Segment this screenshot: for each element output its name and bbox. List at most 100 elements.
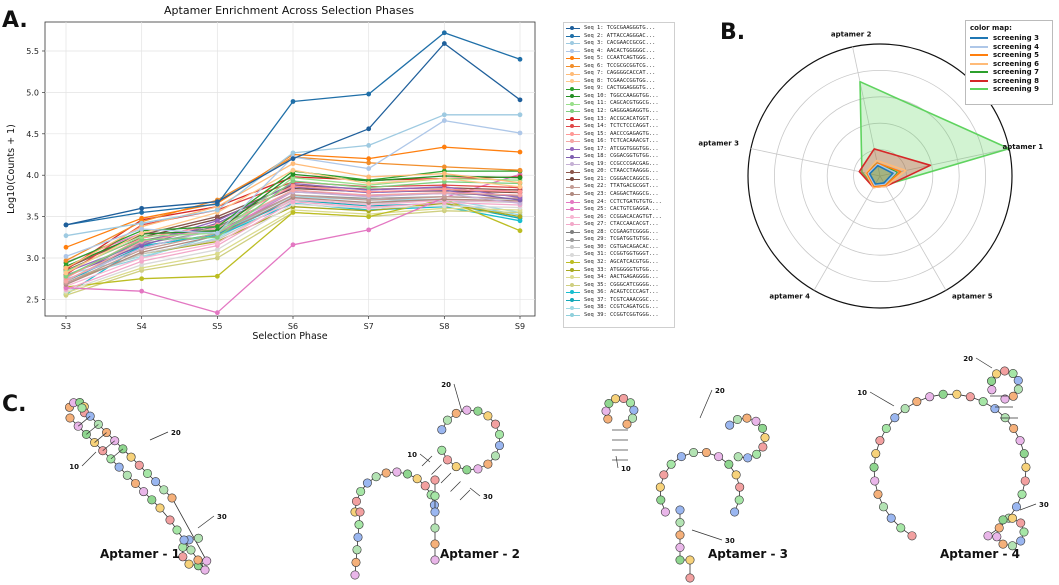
nucleotide bbox=[907, 531, 917, 541]
aptamer-1-stem bbox=[77, 415, 124, 460]
screening-legend-label: screening 6 bbox=[993, 59, 1039, 68]
series-3 bbox=[63, 112, 523, 239]
nucleotide bbox=[442, 415, 452, 425]
data-point bbox=[517, 167, 523, 173]
data-point bbox=[214, 214, 220, 220]
data-point bbox=[441, 203, 447, 209]
screening-legend-swatch bbox=[970, 37, 988, 40]
x-tick-label: S4 bbox=[137, 322, 147, 331]
legend-label: Seq 11: CAGCACGTGGCG... bbox=[584, 100, 659, 107]
legend-swatch bbox=[566, 94, 580, 99]
data-point bbox=[517, 175, 523, 181]
series-1 bbox=[63, 41, 523, 228]
legend-entry: Seq 39: CCGGTCGGTGGG... bbox=[566, 312, 672, 320]
aptamer-2-tick-20: 20 bbox=[441, 381, 451, 389]
nucleotide bbox=[402, 469, 412, 479]
nucleotide bbox=[490, 451, 500, 461]
nucleotide bbox=[622, 419, 632, 429]
nucleotide bbox=[134, 460, 144, 470]
legend-label: Seq 23: CAGGACTAGGCG... bbox=[584, 191, 659, 198]
data-point bbox=[214, 234, 220, 240]
legend-entry: Seq 6: TCCGCGCGGTCG... bbox=[566, 63, 672, 71]
aptamer-2-stem bbox=[421, 455, 471, 501]
nucleotide bbox=[655, 482, 665, 492]
legend-entry: Seq 2: ATTACCAGGGAC... bbox=[566, 33, 672, 41]
aptamer-2-tick-10: 10 bbox=[407, 451, 417, 459]
data-point bbox=[63, 244, 69, 250]
legend-swatch bbox=[566, 86, 580, 91]
legend-marker bbox=[570, 290, 574, 295]
nucleotide bbox=[990, 404, 1000, 414]
aptamer-2-tick-30: 30 bbox=[483, 493, 493, 501]
nucleotide bbox=[1008, 369, 1018, 379]
data-point bbox=[441, 176, 447, 181]
screening-legend-entry: screening 6 bbox=[970, 60, 1048, 69]
legend-entry: Seq 26: CCGGACACAGTGT... bbox=[566, 214, 672, 222]
legend-entry: Seq 18: CGGACGGTGTGG... bbox=[566, 153, 672, 161]
legend-marker bbox=[570, 64, 574, 68]
legend-entry: Seq 24: CCTCTGATGTGTG... bbox=[566, 199, 672, 207]
data-point bbox=[441, 41, 447, 46]
nucleotide bbox=[473, 406, 483, 416]
legend-entry: Seq 23: CAGGACTAGGCG... bbox=[566, 191, 672, 199]
nucleotide bbox=[184, 559, 194, 569]
nucleotide bbox=[1013, 384, 1023, 394]
legend-entry: Seq 36: ACAGTCCCCAGT... bbox=[566, 289, 672, 297]
nucleotide bbox=[603, 414, 613, 424]
nucleotide bbox=[355, 507, 365, 517]
nucleotide bbox=[352, 545, 362, 555]
legend-marker bbox=[570, 94, 574, 99]
data-point bbox=[366, 214, 372, 220]
aptamer-1-strand-a bbox=[64, 397, 212, 571]
legend-swatch bbox=[566, 237, 580, 242]
legend-marker bbox=[570, 177, 574, 182]
nucleotide bbox=[77, 403, 87, 413]
aptamer-1-tick-20-leader bbox=[149, 431, 169, 441]
legend-entry: Seq 4: AACACTGGGGGC... bbox=[566, 48, 672, 56]
nucleotide bbox=[65, 413, 75, 423]
nucleotide bbox=[430, 475, 440, 485]
legend-swatch bbox=[566, 313, 580, 318]
radar-ring bbox=[774, 70, 987, 282]
nucleotide bbox=[675, 542, 685, 552]
nucleotide bbox=[871, 449, 881, 459]
data-point bbox=[366, 174, 372, 180]
nucleotide bbox=[159, 485, 169, 495]
legend-marker bbox=[570, 297, 574, 302]
aptamer-4-label: Aptamer - 4 bbox=[940, 547, 1020, 561]
data-point bbox=[290, 150, 296, 156]
legend-marker bbox=[570, 131, 574, 136]
legend-marker bbox=[570, 267, 574, 272]
y-axis-label: Log10(Counts + 1) bbox=[6, 124, 17, 214]
nucleotide bbox=[743, 453, 753, 463]
legend-swatch bbox=[566, 101, 580, 106]
nucleotide bbox=[660, 507, 670, 517]
series-8 bbox=[63, 167, 523, 276]
nucleotide bbox=[114, 462, 124, 472]
data-point bbox=[441, 190, 447, 196]
radar-series-8 bbox=[858, 148, 932, 189]
data-point bbox=[139, 265, 145, 271]
aptamer-4-tick-30: 30 bbox=[1039, 501, 1049, 509]
aptamer-2-head bbox=[350, 507, 365, 580]
legend-label: Seq 20: CTAACCTAAGGG... bbox=[584, 168, 659, 175]
nucleotide bbox=[362, 478, 372, 488]
nucleotide bbox=[675, 555, 685, 565]
nucleotide bbox=[1019, 449, 1029, 459]
data-point bbox=[441, 186, 447, 192]
legend-marker bbox=[570, 154, 574, 159]
screening-legend-swatch bbox=[970, 62, 988, 65]
legend-entry: Seq 37: TCGTCAAACGGC... bbox=[566, 297, 672, 305]
nucleotide bbox=[912, 397, 922, 407]
nucleotide bbox=[751, 416, 761, 426]
nucleotide bbox=[442, 455, 452, 465]
legend-label: Seq 25: CACTGTCGAGGA... bbox=[584, 206, 659, 213]
legend-swatch bbox=[566, 207, 580, 212]
data-point bbox=[366, 126, 372, 132]
screening-legend-entry: screening 9 bbox=[970, 85, 1048, 94]
nucleotide bbox=[987, 385, 997, 395]
aptamer-3-tick-10: 10 bbox=[621, 465, 631, 473]
data-point bbox=[63, 258, 69, 263]
data-point bbox=[517, 218, 523, 224]
nucleotide bbox=[130, 478, 140, 488]
